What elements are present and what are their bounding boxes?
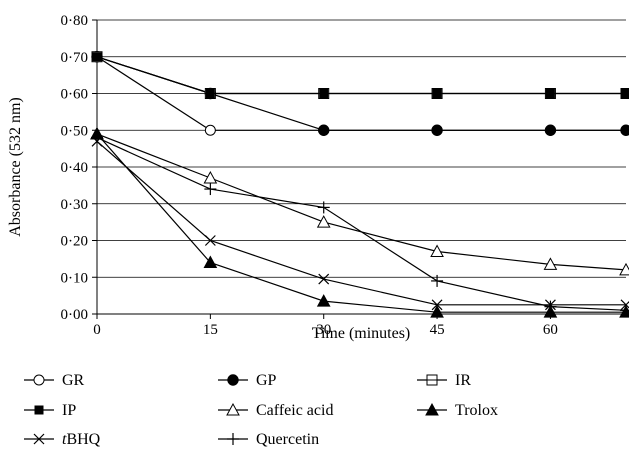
x-axis-title: Time (minutes)	[312, 325, 411, 342]
legend-label: tBHQ	[62, 431, 101, 448]
y-tick-label: 0·60	[61, 87, 89, 103]
legend-item-gp: GP	[218, 372, 277, 389]
legend-item-gr: GR	[24, 372, 85, 389]
data-point-tbhq	[204, 235, 216, 246]
data-point-tbhq	[431, 299, 443, 311]
gridlines	[97, 19, 626, 278]
legend-marker	[426, 374, 438, 386]
data-point-trolox	[316, 294, 331, 307]
legend-item-trolox: Trolox	[417, 402, 498, 419]
legend-marker	[227, 374, 239, 386]
y-tick-label: 0·10	[61, 270, 89, 286]
legend-marker	[33, 433, 45, 445]
data-point-caffeic-acid	[316, 215, 331, 228]
x-tick-label: 45	[430, 322, 445, 338]
legend-item-caffeic-acid: Caffeic acid	[218, 402, 333, 419]
series-line-ir	[96, 56, 626, 95]
legend-marker	[425, 402, 439, 416]
legend-label: Quercetin	[256, 431, 319, 448]
y-tick-label: 0·30	[61, 197, 89, 213]
data-point-caffeic-acid	[203, 170, 218, 184]
data-point-gp	[544, 124, 557, 136]
series-line-ip	[96, 56, 626, 95]
data-point-ip	[319, 89, 329, 98]
data-point-trolox	[203, 255, 218, 269]
data-point-ip	[545, 89, 555, 98]
x-tick-label: 60	[543, 322, 558, 338]
series-line-trolox	[96, 133, 626, 313]
data-point-quercetin	[204, 183, 217, 196]
legend: GR GP IR IP Caffeic acid Trolox tBHQ Quercetin	[24, 372, 498, 448]
y-tick-label: 0·40	[61, 160, 89, 176]
y-tick-label: 0·00	[61, 307, 89, 323]
data-point-quercetin	[91, 131, 103, 144]
y-ticks: 0·00 0·10 0·20 0·30 0·40 0·50 0·60 0·70 0·80	[61, 13, 97, 323]
series-line-tbhq	[96, 140, 626, 306]
data-point-ip	[205, 89, 215, 98]
data-point-ip	[621, 89, 629, 98]
legend-marker	[227, 433, 239, 445]
y-tick-label: 0·80	[61, 13, 89, 29]
legend-marker	[34, 405, 44, 415]
data-point-tbhq	[318, 273, 330, 285]
data-point-gr	[204, 124, 216, 136]
data-point-quercetin	[431, 274, 444, 287]
legend-label: Trolox	[455, 402, 498, 419]
data-point-gp	[318, 124, 330, 136]
data-point-quercetin	[317, 201, 330, 214]
data-point-caffeic-acid	[430, 244, 444, 258]
legend-marker	[33, 374, 45, 386]
data-point-trolox	[619, 305, 629, 318]
legend-label: GP	[256, 372, 277, 389]
data-point-ip	[432, 89, 442, 98]
data-point-quercetin	[620, 304, 629, 317]
legend-item-ip: IP	[24, 402, 76, 419]
legend-item-quercetin: Quercetin	[218, 431, 319, 448]
legend-label: GR	[62, 372, 85, 389]
y-tick-label: 0·70	[61, 50, 89, 66]
data-point-trolox	[430, 305, 444, 318]
series-markers	[90, 51, 629, 318]
series-line-caffeic-acid	[96, 133, 627, 271]
legend-label: Caffeic acid	[256, 402, 333, 419]
x-tick-label: 30	[316, 322, 331, 338]
data-point-gp	[431, 124, 443, 136]
x-tick-label: 15	[203, 322, 218, 338]
data-point-gp	[620, 124, 629, 136]
x-ticks: 0 15 30 45 60	[93, 314, 558, 338]
series-lines	[96, 56, 627, 313]
legend-label: IR	[455, 372, 471, 389]
x-tick-label: 0	[93, 322, 101, 338]
y-tick-label: 0·50	[61, 123, 89, 139]
legend-marker	[226, 402, 240, 416]
y-tick-label: 0·20	[61, 234, 89, 250]
y-axis-title: Absorbance (532 nm)	[7, 97, 24, 237]
series-line-quercetin	[96, 137, 627, 311]
data-point-quercetin	[544, 300, 557, 313]
legend-item-ir: IR	[417, 372, 471, 389]
data-point-ip	[92, 52, 102, 62]
legend-label: IP	[62, 402, 76, 419]
legend-item-tbhq: tBHQ	[24, 431, 101, 448]
data-point-caffeic-acid	[619, 262, 629, 276]
data-point-caffeic-acid	[543, 257, 558, 270]
